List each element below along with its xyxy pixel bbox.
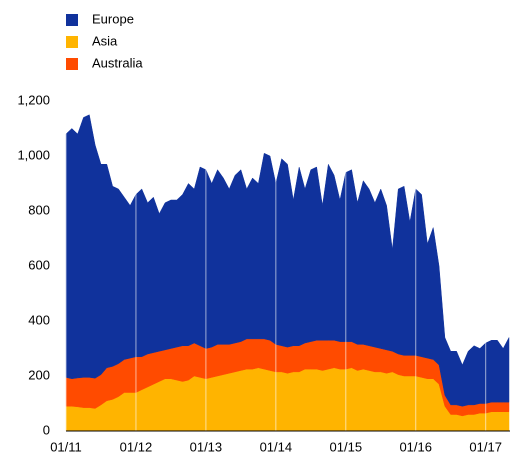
legend-swatch [66,14,78,26]
x-tick-label: 01/11 [50,439,82,454]
x-tick-label: 01/17 [469,439,502,454]
y-tick-label: 600 [28,257,50,272]
y-tick-label: 800 [28,202,50,217]
area [65,114,510,407]
legend-label: Australia [92,55,143,70]
legend-label: Asia [92,33,118,48]
legend-swatch [66,58,78,70]
y-tick-label: 400 [28,312,50,327]
x-tick-label: 01/15 [330,439,363,454]
y-tick-label: 200 [28,367,50,382]
x-tick-label: 01/13 [190,439,223,454]
y-tick-label: 1,200 [17,92,50,107]
x-tick-label: 01/14 [260,439,293,454]
legend-label: Europe [92,11,134,26]
legend-swatch [66,36,78,48]
y-tick-label: 0 [43,422,50,437]
x-tick-label: 01/16 [399,439,432,454]
x-tick-label: 01/12 [120,439,153,454]
y-tick-label: 1,000 [17,147,50,162]
